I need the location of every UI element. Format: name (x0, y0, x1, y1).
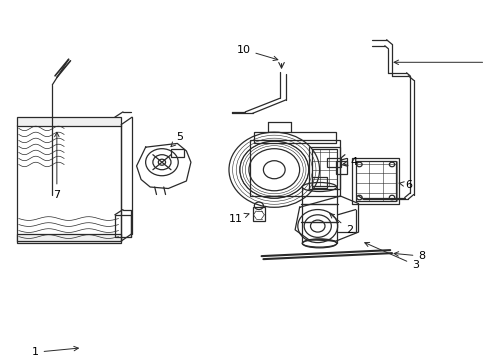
Bar (17, 117, 121, 126)
Bar (249, 140, 340, 196)
Text: 10: 10 (236, 45, 277, 60)
Text: 7: 7 (53, 132, 61, 199)
Text: 2: 2 (329, 213, 352, 235)
Text: 4: 4 (343, 157, 357, 167)
Bar (252, 207, 264, 221)
Bar (312, 149, 336, 185)
Text: 11: 11 (229, 213, 248, 224)
Bar (115, 215, 131, 237)
Bar (355, 162, 395, 201)
Text: 5: 5 (171, 132, 183, 147)
Bar (335, 161, 346, 174)
Bar (17, 125, 121, 241)
Bar (326, 158, 341, 167)
Bar (351, 158, 399, 203)
Bar (17, 234, 121, 243)
Bar (171, 149, 183, 157)
Bar (254, 132, 335, 143)
Text: 8: 8 (393, 251, 425, 261)
Text: 3: 3 (364, 242, 418, 270)
Bar (308, 147, 340, 189)
Text: 1: 1 (32, 346, 78, 357)
Text: 6: 6 (398, 180, 411, 190)
Text: 9: 9 (393, 57, 488, 67)
Bar (312, 177, 326, 188)
